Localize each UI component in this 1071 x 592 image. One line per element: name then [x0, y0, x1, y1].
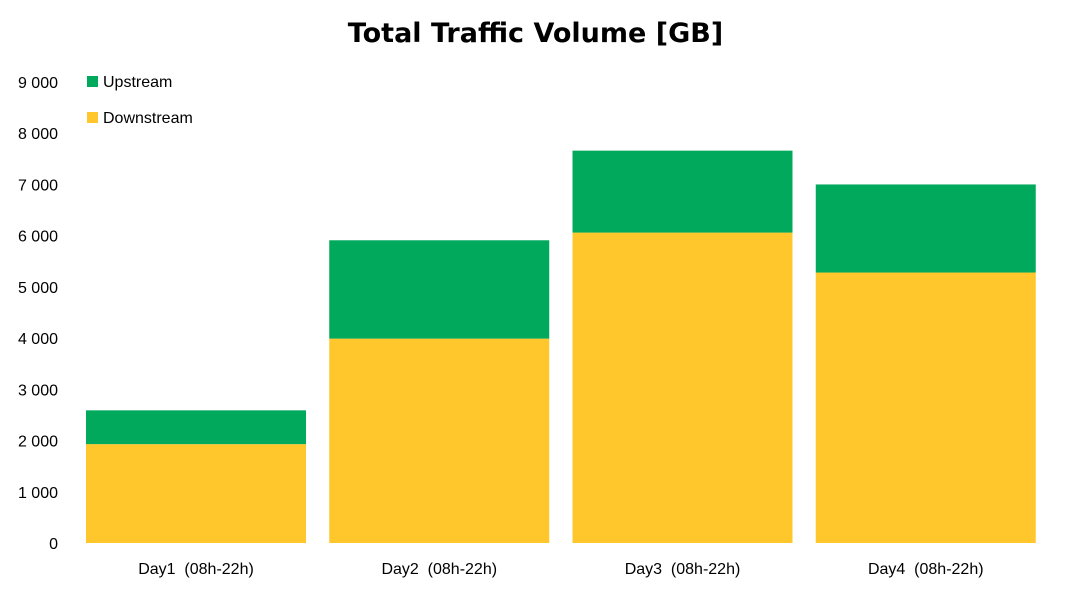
x-tick-label: Day2 (08h-22h): [381, 561, 497, 578]
bar-upstream-3: [572, 150, 793, 233]
legend-swatch-downstream: [87, 112, 98, 123]
y-tick-label: 6 000: [18, 229, 58, 246]
y-tick-label: 2 000: [18, 434, 58, 451]
legend-label-upstream: Upstream: [103, 74, 172, 91]
y-tick-label: 1 000: [18, 485, 58, 502]
y-tick-label: 9 000: [18, 75, 58, 92]
legend: Upstream Downstream: [87, 74, 193, 127]
y-tick-label: 0: [49, 536, 58, 553]
x-axis-labels: Day1 (08h-22h) Day2 (08h-22h) Day3 (08h-22…: [138, 561, 983, 578]
bar-downstream-1: [86, 444, 306, 543]
legend-swatch-upstream: [87, 76, 98, 87]
y-tick-label: 8 000: [18, 126, 58, 143]
chart-title: Total Traffic Volume [GB]: [347, 18, 724, 49]
y-axis-ticks: 0 1 000 2 000 3 000 4 000 5 000 6 000 7 000 8 00…: [18, 75, 58, 553]
y-tick-label: 4 000: [18, 331, 58, 348]
bar-downstream-4: [815, 272, 1036, 543]
bar-upstream-4: [815, 184, 1036, 273]
bar-upstream-2: [329, 240, 550, 339]
y-tick-label: 7 000: [18, 177, 58, 194]
legend-label-downstream: Downstream: [103, 110, 193, 127]
bar-upstream-1: [86, 410, 306, 445]
x-tick-label: Day1 (08h-22h): [138, 561, 254, 578]
bar-downstream-2: [329, 338, 550, 543]
x-tick-label: Day3 (08h-22h): [625, 561, 741, 578]
bars: [86, 150, 1036, 544]
bar-downstream-3: [572, 232, 793, 544]
y-tick-label: 3 000: [18, 382, 58, 399]
y-tick-label: 5 000: [18, 280, 58, 297]
x-tick-label: Day4 (08h-22h): [868, 561, 984, 578]
